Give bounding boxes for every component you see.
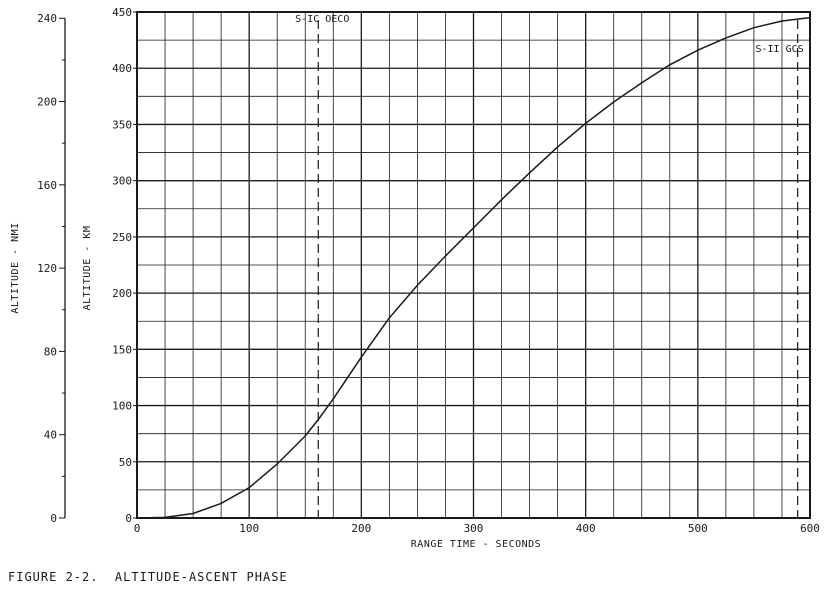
y-tick-label-nmi: 160	[37, 179, 57, 192]
x-tick-label: 300	[464, 522, 484, 535]
axis-ticks: 0 50 100 150 200 250 300 350 400 450 0 100 200 300 400…	[112, 6, 820, 535]
altitude-curve	[136, 16, 811, 519]
figure-caption: FIGURE 2-2. ALTITUDE-ASCENT PHASE	[8, 570, 288, 584]
y-tick-label-nmi: 120	[37, 262, 57, 275]
y-tick-label-km: 0	[125, 512, 132, 525]
y-tick-label-nmi: 240	[37, 12, 57, 25]
x-tick-label: 100	[239, 522, 259, 535]
x-tick-label: 400	[576, 522, 596, 535]
x-tick-label: 500	[688, 522, 708, 535]
nmi-axis: 0 40 80 120 160 200 240	[37, 12, 66, 525]
y-tick-label-km: 450	[112, 6, 132, 19]
y-tick-label-nmi: 40	[44, 429, 57, 442]
y-tick-label-nmi: 200	[37, 96, 57, 109]
y-tick-label-nmi: 0	[50, 512, 57, 525]
y-axis-title-km: ALTITUDE - KM	[82, 226, 93, 311]
y-axis-title-nmi: ALTITUDE - NMI	[10, 222, 21, 313]
x-axis-title: RANGE TIME - SECONDS	[411, 539, 541, 550]
event-label: S-IC OECO	[295, 14, 349, 25]
event-label: S-II GCS	[755, 44, 803, 55]
y-tick-label-km: 250	[112, 231, 132, 244]
y-tick-label-km: 150	[112, 343, 132, 356]
x-tick-label: 200	[351, 522, 371, 535]
x-tick-label: 0	[134, 522, 141, 535]
y-tick-label-km: 200	[112, 287, 132, 300]
y-tick-label-km: 350	[112, 118, 132, 131]
y-tick-label-km: 300	[112, 175, 132, 188]
y-tick-label-km: 50	[119, 456, 132, 469]
plot-frame	[136, 11, 811, 519]
x-tick-label: 600	[800, 522, 820, 535]
y-tick-label-nmi: 80	[44, 345, 57, 358]
y-tick-label-km: 100	[112, 400, 132, 413]
altitude-line	[136, 16, 811, 519]
event-markers: S-IC OECO S-II GCS	[295, 14, 804, 518]
y-tick-label-km: 400	[112, 62, 132, 75]
